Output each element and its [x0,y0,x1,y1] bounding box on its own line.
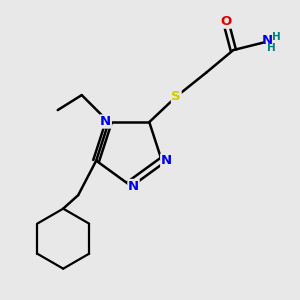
Text: O: O [220,15,231,28]
Text: N: N [161,154,172,167]
Text: N: N [128,179,139,193]
Text: H: H [267,43,276,53]
Text: H: H [272,32,281,42]
Text: S: S [172,90,181,103]
Text: N: N [100,115,111,128]
Text: N: N [262,34,273,47]
